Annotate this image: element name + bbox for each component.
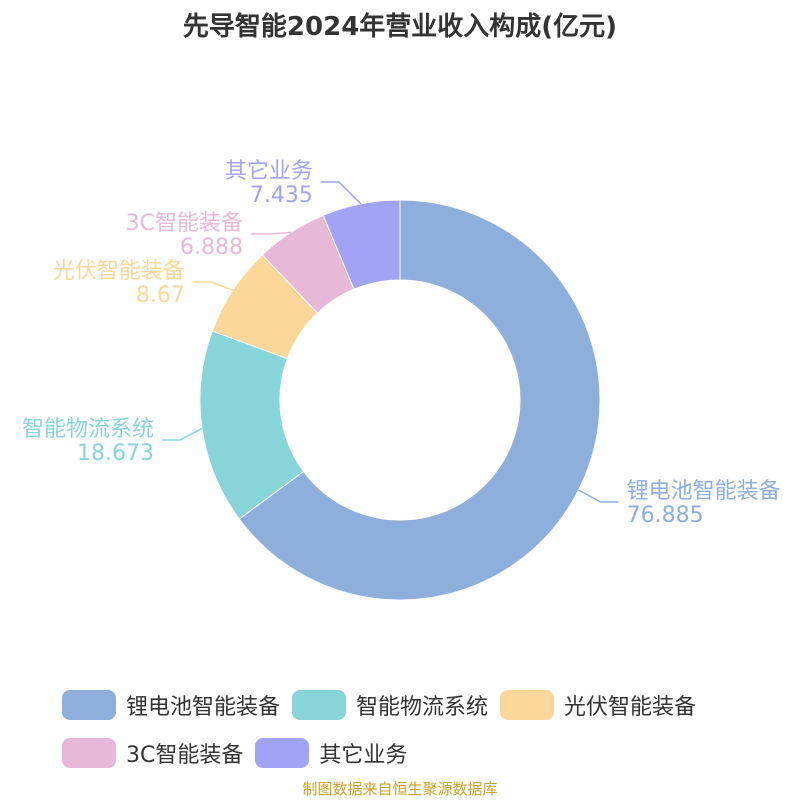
slice-value: 6.888 xyxy=(180,235,243,260)
slice-label: 其它业务 xyxy=(225,159,313,184)
leader-line-0 xyxy=(578,489,619,503)
legend-swatch xyxy=(500,690,555,720)
legend: 锂电池智能装备 智能物流系统 光伏智能装备 3C智能装备 其它业务 xyxy=(62,688,782,784)
legend-item[interactable]: 光伏智能装备 xyxy=(500,688,696,722)
legend-swatch xyxy=(62,690,116,720)
legend-swatch xyxy=(292,690,347,720)
source-note: 制图数据来自恒生聚源数据库 xyxy=(302,780,498,798)
slice-value: 7.435 xyxy=(250,183,313,208)
legend-label: 3C智能装备 xyxy=(126,743,244,768)
legend-item[interactable]: 3C智能装备 xyxy=(62,736,243,770)
slice-label: 光伏智能装备 xyxy=(53,259,185,284)
leader-line-2 xyxy=(192,281,234,291)
slice-label: 智能物流系统 xyxy=(22,417,154,442)
leader-line-4 xyxy=(320,181,362,205)
slice-label: 锂电池智能装备 xyxy=(627,479,781,504)
legend-item[interactable]: 其它业务 xyxy=(255,736,407,770)
legend-label: 光伏智能装备 xyxy=(564,695,697,720)
leader-line-3 xyxy=(250,231,292,235)
slice-label: 3C智能装备 xyxy=(126,211,243,236)
slice-4[interactable] xyxy=(322,199,401,290)
legend-item[interactable]: 智能物流系统 xyxy=(292,688,488,722)
slice-value: 8.67 xyxy=(136,283,185,308)
slice-value: 18.673 xyxy=(77,441,154,466)
legend-item[interactable]: 锂电池智能装备 xyxy=(62,688,280,722)
legend-label: 智能物流系统 xyxy=(356,695,489,720)
legend-label: 锂电池智能装备 xyxy=(126,695,281,720)
legend-label: 其它业务 xyxy=(319,743,408,768)
legend-swatch xyxy=(255,738,310,768)
slice-value: 76.885 xyxy=(627,503,704,528)
legend-swatch xyxy=(62,738,116,768)
slice-0[interactable] xyxy=(238,199,601,601)
chart-title: 先导智能2024年营业收入构成(亿元) xyxy=(182,12,618,42)
leader-line-1 xyxy=(162,427,203,441)
